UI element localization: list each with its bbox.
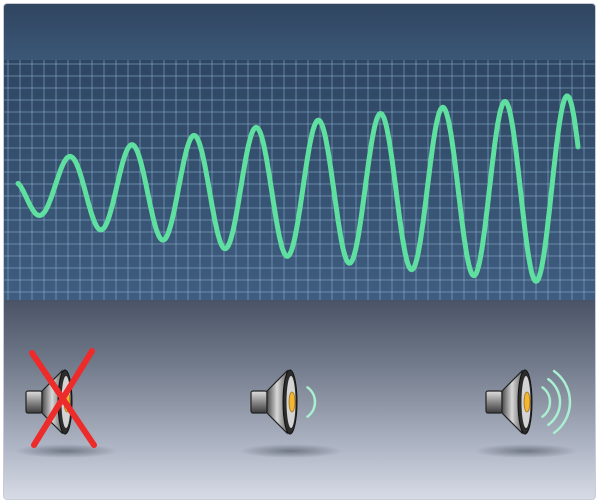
grid [4, 60, 595, 300]
scene-canvas [4, 60, 595, 458]
mute-cross-stroke [31, 348, 95, 448]
speaker-cone [266, 369, 288, 435]
grid-panel [4, 60, 595, 300]
speaker-back [485, 390, 503, 414]
speaker-cone [501, 369, 523, 435]
speaker-back [25, 390, 43, 414]
mute-cross-icon [29, 348, 97, 448]
sine-wave [15, 93, 581, 285]
sound-wave-arc [547, 377, 562, 427]
sound-wave-arc [552, 369, 572, 435]
speaker-shadow [239, 444, 343, 458]
speaker-shadow [14, 444, 118, 458]
sound-wave-arc [541, 386, 552, 418]
sound-wave-arc [306, 386, 317, 418]
speaker-low-icon [239, 369, 343, 458]
volume-illustration [3, 3, 596, 500]
speakers-row [14, 348, 578, 458]
speaker-muted-icon [14, 348, 118, 458]
speaker-dustcap [523, 391, 531, 413]
speaker-dustcap [288, 391, 296, 413]
speaker-high-icon [474, 369, 578, 458]
speaker-back [250, 390, 268, 414]
speaker-shadow [474, 444, 578, 458]
